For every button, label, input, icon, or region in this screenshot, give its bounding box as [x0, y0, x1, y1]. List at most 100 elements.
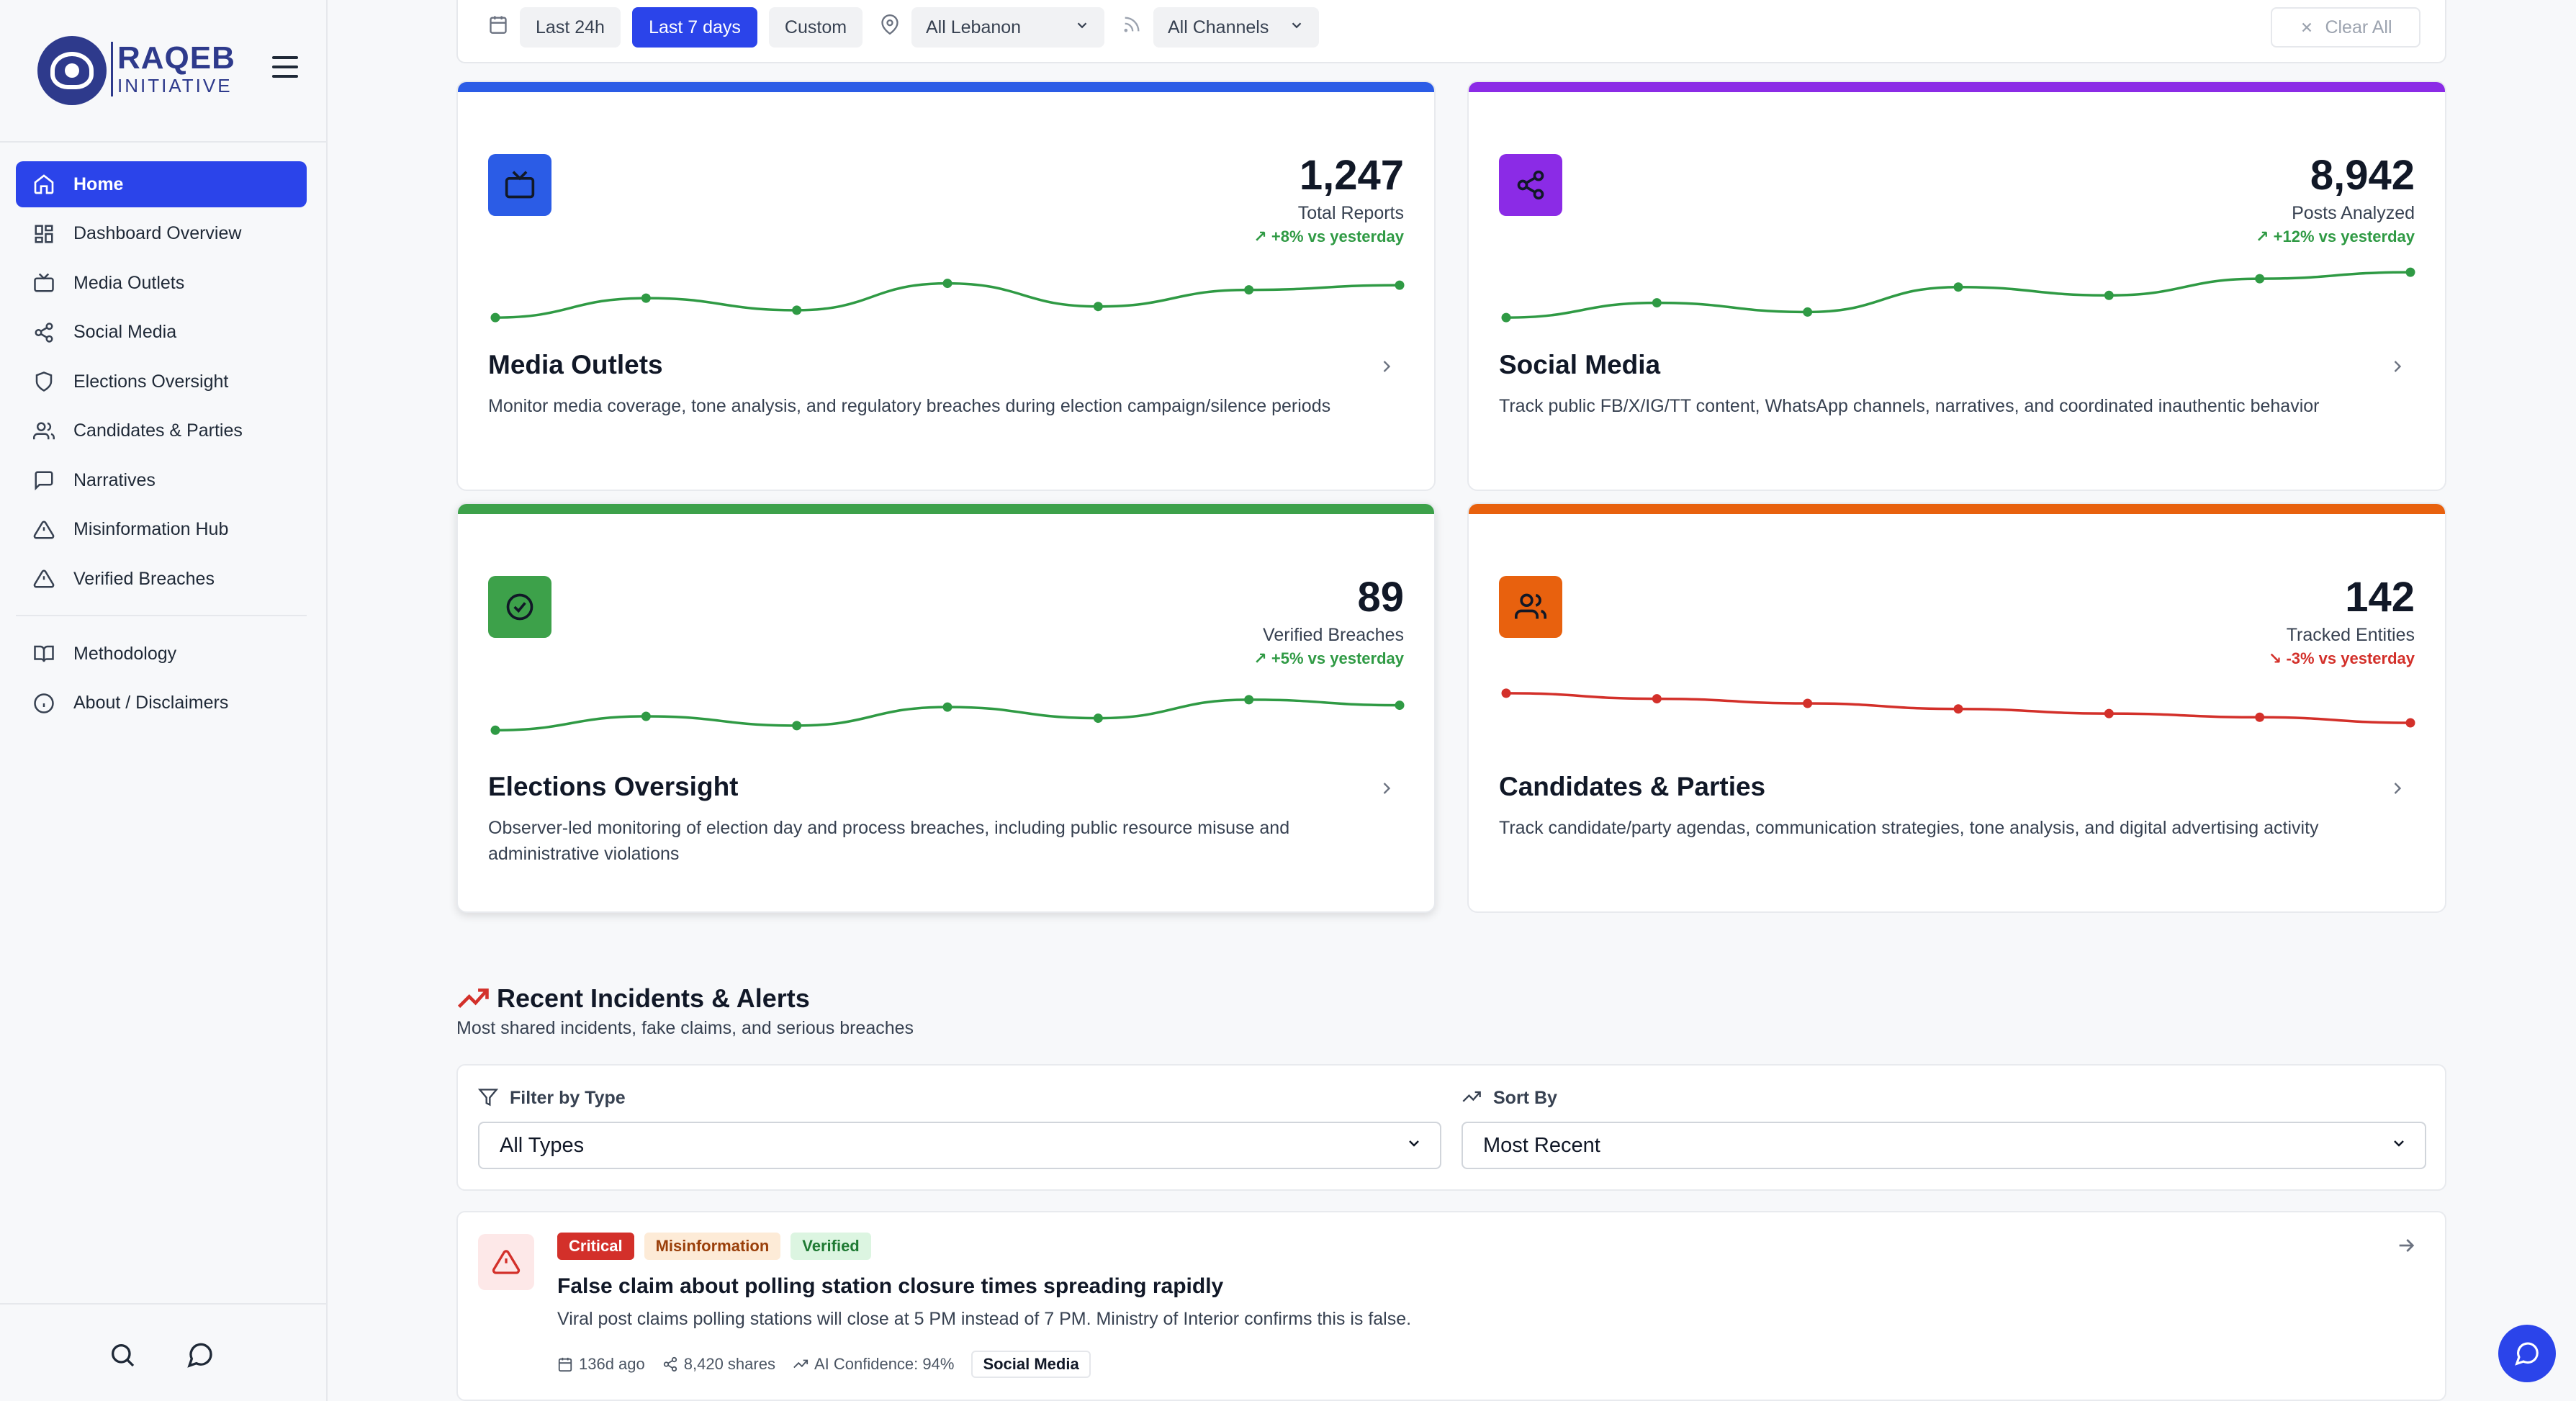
- card-media-outlets[interactable]: 1,247 Total Reports ↗ +8% vs yesterday M…: [456, 81, 1436, 491]
- incident-meta: 136d ago 8,420 shares AI Confidence: 94%…: [557, 1351, 1091, 1378]
- calendar-icon: [488, 14, 510, 36]
- sparkline-point-2: [1803, 307, 1813, 317]
- sort-by-select[interactable]: Most Recent: [1462, 1122, 2426, 1169]
- incident-confidence: AI Confidence: 94%: [793, 1355, 954, 1374]
- region-select-value: All Lebanon: [926, 17, 1022, 37]
- card-change: ↗ +12% vs yesterday: [2256, 228, 2415, 246]
- incident-filters: Filter by Type All Types Sort By Most Re…: [456, 1064, 2446, 1191]
- sidebar-item-social-media[interactable]: Social Media: [16, 310, 307, 356]
- sidebar-item-label: Narratives: [73, 469, 156, 490]
- sidebar-item-about[interactable]: About / Disclaimers: [16, 680, 307, 726]
- sparkline-point-5: [1244, 695, 1254, 705]
- card-value: 8,942: [2310, 152, 2415, 199]
- brand-subtitle: INITIATIVE: [117, 75, 233, 96]
- trending-up-icon: [793, 1359, 809, 1369]
- users-icon: [1499, 576, 1562, 638]
- channels-select[interactable]: All Channels: [1153, 7, 1319, 48]
- brand-logo[interactable]: RAQEB INITIATIVE: [37, 36, 289, 108]
- incident-source-tag: Social Media: [971, 1351, 1091, 1378]
- tv-icon: [32, 271, 56, 295]
- sidebar: RAQEB INITIATIVE Home Dashboard Overview…: [0, 0, 328, 1401]
- range-custom-button[interactable]: Custom: [769, 7, 863, 48]
- shield-icon: [32, 369, 56, 394]
- sort-by-label: Sort By: [1462, 1087, 1557, 1109]
- sort-by-label-text: Sort By: [1493, 1087, 1557, 1108]
- sparkline-point-6: [2405, 718, 2415, 728]
- arrow-right-icon[interactable]: [2395, 1234, 2419, 1258]
- severity-badge: Critical: [557, 1233, 634, 1260]
- sidebar-item-label: Verified Breaches: [73, 568, 215, 589]
- sparkline-line: [495, 281, 1400, 319]
- sparkline-point-1: [1652, 694, 1662, 704]
- sparkline-chart: [1501, 688, 2415, 728]
- sidebar-item-label: About / Disclaimers: [73, 693, 229, 713]
- close-icon: [2299, 19, 2315, 35]
- trending-up-icon: ↗: [1253, 228, 1271, 245]
- range-last-7-days-button[interactable]: Last 7 days: [632, 7, 757, 48]
- card-value: 1,247: [1299, 152, 1404, 199]
- filter-bar: Last 24h Last 7 days Custom All Lebanon …: [456, 0, 2446, 63]
- sparkline-point-0: [1501, 312, 1511, 323]
- chevron-down-icon: [2390, 1134, 2408, 1158]
- sparkline-point-1: [1652, 298, 1662, 308]
- card-social-media[interactable]: 8,942 Posts Analyzed ↗ +12% vs yesterday…: [1467, 81, 2446, 491]
- sparkline-line: [1505, 271, 2411, 319]
- card-value: 89: [1357, 574, 1404, 621]
- filter-type-value: All Types: [500, 1133, 585, 1157]
- clear-all-button[interactable]: Clear All: [2271, 7, 2420, 48]
- sidebar-item-label: Media Outlets: [73, 272, 185, 293]
- menu-toggle-icon[interactable]: [272, 56, 298, 78]
- sparkline-point-4: [2104, 708, 2114, 718]
- status-badge: Verified: [791, 1233, 871, 1260]
- range-last-24h-button[interactable]: Last 24h: [520, 7, 621, 48]
- card-description: Track public FB/X/IG/TT content, WhatsAp…: [1499, 396, 2320, 416]
- card-title: Media Outlets: [488, 350, 663, 379]
- chevron-down-icon: [1289, 17, 1305, 38]
- sidebar-item-narratives[interactable]: Narratives: [16, 457, 307, 503]
- region-select[interactable]: All Lebanon: [911, 7, 1104, 48]
- alert-triangle-icon: [32, 567, 56, 591]
- trending-down-icon: ↘: [2268, 649, 2287, 667]
- users-icon: [32, 419, 56, 443]
- sidebar-item-dashboard-overview[interactable]: Dashboard Overview: [16, 211, 307, 257]
- sparkline-point-6: [2405, 267, 2415, 277]
- sidebar-item-home[interactable]: Home: [16, 161, 307, 207]
- filter-type-select[interactable]: All Types: [478, 1122, 1441, 1169]
- chat-fab-button[interactable]: [2498, 1325, 2556, 1382]
- message-square-icon: [32, 468, 56, 492]
- sparkline-point-4: [2104, 290, 2114, 300]
- sparkline-point-5: [2255, 274, 2265, 284]
- card-change: ↘ -3% vs yesterday: [2269, 649, 2415, 668]
- trending-up-icon: ↗: [2256, 228, 2274, 245]
- search-icon[interactable]: [108, 1341, 137, 1369]
- sidebar-item-methodology[interactable]: Methodology: [16, 631, 307, 677]
- sidebar-item-verified-breaches[interactable]: Verified Breaches: [16, 556, 307, 602]
- card-candidates-parties[interactable]: 142 Tracked Entities ↘ -3% vs yesterday …: [1467, 503, 2446, 913]
- sparkline-point-0: [490, 725, 500, 735]
- card-change: ↗ +8% vs yesterday: [1253, 228, 1404, 246]
- card-elections-oversight[interactable]: 89 Verified Breaches ↗ +5% vs yesterday …: [456, 503, 1436, 913]
- card-change-text: +12% vs yesterday: [2273, 228, 2415, 245]
- sidebar-item-media-outlets[interactable]: Media Outlets: [16, 260, 307, 306]
- sidebar-item-misinformation-hub[interactable]: Misinformation Hub: [16, 507, 307, 553]
- card-label: Tracked Entities: [2286, 625, 2415, 645]
- sparkline-point-4: [1093, 302, 1103, 312]
- chat-icon[interactable]: [186, 1341, 215, 1369]
- section-title: Recent Incidents & Alerts: [497, 983, 810, 1013]
- sidebar-item-label: Social Media: [73, 322, 177, 342]
- chevron-right-icon: [2387, 354, 2409, 380]
- alert-triangle-icon: [478, 1234, 534, 1290]
- card-accent-bar: [1469, 504, 2445, 514]
- incident-card[interactable]: Critical Misinformation Verified False c…: [456, 1211, 2446, 1401]
- card-change-text: -3% vs yesterday: [2286, 649, 2415, 667]
- filter-type-label-text: Filter by Type: [510, 1087, 626, 1108]
- sparkline-point-2: [792, 721, 802, 731]
- card-change-text: +5% vs yesterday: [1271, 649, 1404, 667]
- sidebar-item-elections-oversight[interactable]: Elections Oversight: [16, 359, 307, 405]
- card-accent-bar: [458, 504, 1434, 514]
- card-accent-bar: [1469, 82, 2445, 92]
- sidebar-item-candidates-parties[interactable]: Candidates & Parties: [16, 408, 307, 454]
- card-description: Monitor media coverage, tone analysis, a…: [488, 396, 1331, 416]
- incident-title: False claim about polling station closur…: [557, 1274, 1224, 1298]
- book-icon: [32, 641, 56, 666]
